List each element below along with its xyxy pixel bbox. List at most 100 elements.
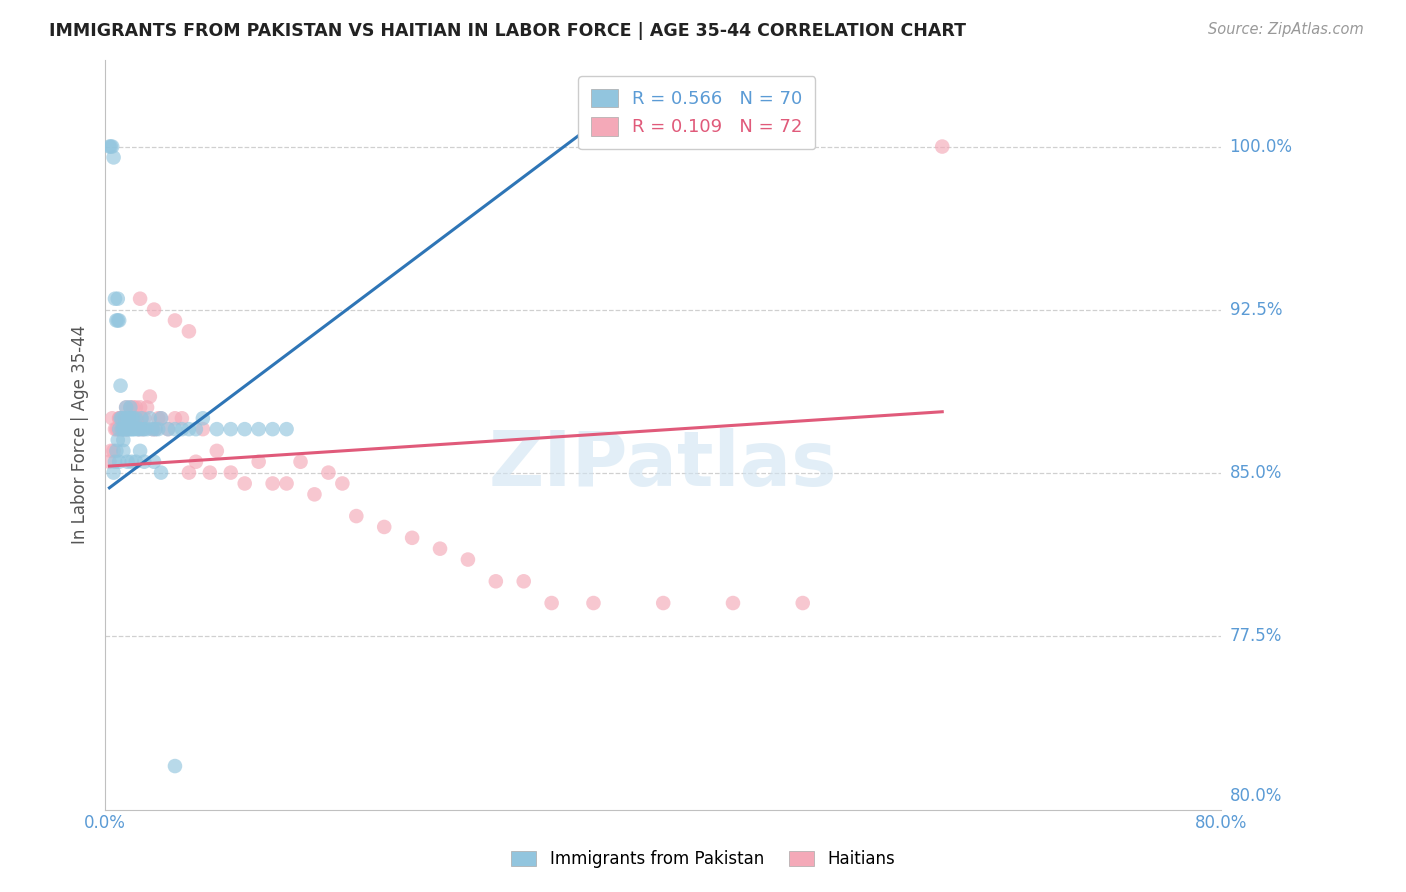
Point	[792, 596, 814, 610]
Point	[132, 422, 155, 436]
Legend: Immigrants from Pakistan, Haitians: Immigrants from Pakistan, Haitians	[505, 844, 901, 875]
Point	[98, 139, 121, 153]
Point	[136, 401, 159, 415]
Point	[121, 411, 143, 425]
Point	[129, 422, 152, 436]
Point	[262, 476, 284, 491]
Point	[110, 411, 132, 425]
Point	[170, 411, 193, 425]
Point	[103, 443, 125, 458]
Point	[100, 139, 122, 153]
Point	[401, 531, 423, 545]
Point	[131, 411, 153, 425]
Point	[125, 455, 148, 469]
Point	[108, 455, 131, 469]
Point	[117, 422, 139, 436]
Point	[114, 411, 136, 425]
Point	[105, 443, 128, 458]
Text: 85.0%: 85.0%	[1230, 464, 1282, 482]
Point	[122, 401, 145, 415]
Point	[219, 466, 242, 480]
Point	[104, 455, 127, 469]
Point	[115, 401, 138, 415]
Point	[344, 509, 367, 524]
Point	[247, 455, 270, 469]
Point	[205, 422, 228, 436]
Point	[115, 401, 138, 415]
Point	[139, 390, 162, 404]
Point	[112, 411, 135, 425]
Point	[120, 422, 142, 436]
Point	[111, 422, 134, 436]
Point	[184, 422, 207, 436]
Point	[118, 411, 141, 425]
Point	[117, 411, 139, 425]
Point	[112, 422, 135, 436]
Point	[128, 422, 150, 436]
Point	[143, 302, 166, 317]
Point	[184, 455, 207, 469]
Point	[170, 422, 193, 436]
Point	[108, 422, 131, 436]
Point	[156, 422, 179, 436]
Point	[177, 422, 200, 436]
Point	[134, 422, 156, 436]
Point	[219, 422, 242, 436]
Point	[931, 139, 953, 153]
Point	[721, 596, 744, 610]
Point	[198, 466, 221, 480]
Point	[129, 443, 152, 458]
Point	[150, 466, 173, 480]
Point	[117, 422, 139, 436]
Point	[125, 411, 148, 425]
Point	[163, 313, 186, 327]
Point	[290, 455, 312, 469]
Point	[104, 292, 127, 306]
Point	[121, 455, 143, 469]
Point	[112, 443, 135, 458]
Point	[121, 422, 143, 436]
Text: ZIPatlas: ZIPatlas	[489, 427, 838, 501]
Point	[163, 422, 186, 436]
Legend: R = 0.566   N = 70, R = 0.109   N = 72: R = 0.566 N = 70, R = 0.109 N = 72	[578, 76, 815, 149]
Text: 77.5%: 77.5%	[1230, 627, 1282, 645]
Y-axis label: In Labor Force | Age 35-44: In Labor Force | Age 35-44	[72, 325, 89, 544]
Point	[127, 411, 149, 425]
Point	[304, 487, 326, 501]
Point	[150, 411, 173, 425]
Point	[247, 422, 270, 436]
Point	[118, 422, 141, 436]
Point	[125, 401, 148, 415]
Point	[120, 401, 142, 415]
Point	[122, 411, 145, 425]
Point	[122, 422, 145, 436]
Point	[142, 422, 165, 436]
Point	[114, 422, 136, 436]
Point	[121, 411, 143, 425]
Point	[128, 422, 150, 436]
Point	[100, 443, 122, 458]
Point	[156, 422, 179, 436]
Point	[111, 422, 134, 436]
Point	[485, 574, 508, 589]
Point	[124, 411, 146, 425]
Text: IMMIGRANTS FROM PAKISTAN VS HAITIAN IN LABOR FORCE | AGE 35-44 CORRELATION CHART: IMMIGRANTS FROM PAKISTAN VS HAITIAN IN L…	[49, 22, 966, 40]
Point	[115, 422, 138, 436]
Point	[127, 422, 149, 436]
Point	[332, 476, 354, 491]
Point	[101, 139, 124, 153]
Point	[122, 411, 145, 425]
Point	[429, 541, 451, 556]
Point	[373, 520, 395, 534]
Point	[107, 313, 129, 327]
Point	[117, 455, 139, 469]
Point	[276, 476, 298, 491]
Point	[177, 466, 200, 480]
Point	[148, 411, 170, 425]
Point	[150, 411, 173, 425]
Point	[103, 150, 125, 164]
Point	[134, 455, 156, 469]
Point	[262, 422, 284, 436]
Point	[121, 411, 143, 425]
Point	[139, 411, 162, 425]
